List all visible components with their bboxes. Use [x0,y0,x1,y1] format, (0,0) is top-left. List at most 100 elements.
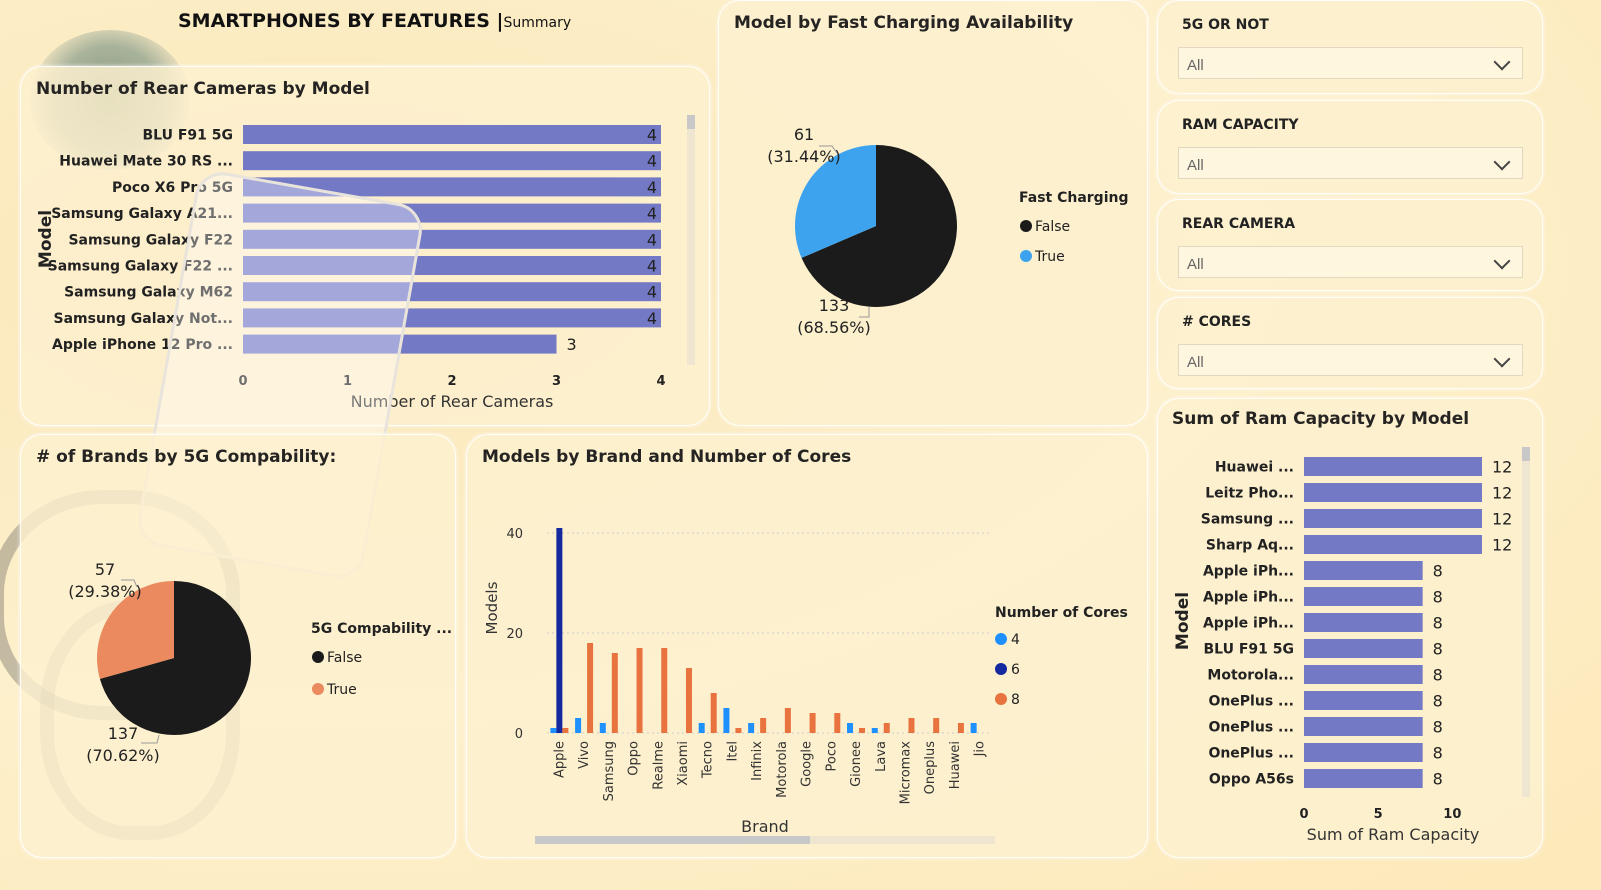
data-label: 4 [647,126,657,145]
slicer-ram-value: All [1187,157,1204,174]
bar [1304,769,1423,788]
5g-compability-chart[interactable]: 137 (70.62%) 57 (29.38%) 5G Compability ... F… [21,435,457,859]
data-label: 8 [1433,666,1443,685]
5g-compability-card[interactable]: # of Brands by 5G Compability: 137 (70.62… [20,434,456,858]
x-tick-label: 3 [552,374,561,389]
pie-slice [99,581,251,735]
category-label: Apple iPh... [1203,616,1294,632]
slice-value-label: 133 [819,296,850,315]
column-bar [710,693,717,733]
fast-charging-card[interactable]: Model by Fast Charging Availability 133 (… [718,0,1148,426]
scrollbar-thumb [687,115,695,129]
column-bar [735,728,742,733]
column-bar [847,723,854,733]
column-bar [908,718,915,733]
category-label: Samsung Galaxy F22 [68,232,233,248]
slicer-ram-title: RAM CAPACITY [1182,117,1299,133]
slicer-cores[interactable]: # CORES All [1157,297,1543,389]
data-label: 12 [1492,458,1512,477]
fast-charging-chart[interactable]: 133 (68.56%) 61 (31.44%) Fast Charging False T… [719,1,1149,427]
category-label: Poco X6 Pro 5G [112,180,233,196]
slice-value-label: 57 [95,560,115,579]
column-bar [611,653,618,733]
category-label: Samsung Galaxy M62 [64,285,233,301]
scrollbar-track [687,115,695,365]
rear-cameras-card[interactable]: Number of Rear Cameras by Model BLU F91 … [20,66,710,426]
bar [243,203,661,223]
title-text: SMARTPHONES BY FEATURES [178,10,490,32]
brand-cores-card[interactable]: Models by Brand and Number of Cores 0 20 4… [466,434,1148,858]
category-label: Apple iPh... [1203,590,1294,606]
chevron-down-icon[interactable] [1493,53,1511,71]
slicer-ram-dropdown[interactable]: All [1178,147,1523,179]
data-label: 8 [1433,770,1443,789]
slicer-5g-dropdown[interactable]: All [1178,47,1523,79]
column-bar [698,723,705,733]
bar [1304,535,1482,554]
x-tick-label: Lava [874,741,889,772]
category-label: Motorola... [1207,668,1294,684]
x-tick-label: Samsung [602,741,617,801]
chevron-down-icon[interactable] [1493,350,1511,368]
column-bar [748,723,755,733]
category-label: Leitz Pho... [1205,486,1294,502]
slicer-cores-dropdown[interactable]: All [1178,344,1523,376]
x-tick-label: Micromax [898,741,913,805]
x-tick-label: Vivo [577,741,592,769]
data-label: 4 [647,283,657,302]
data-label: 12 [1492,536,1512,555]
data-label: 8 [1433,718,1443,737]
pie-slice [96,581,174,679]
slicer-5g[interactable]: 5G OR NOT All [1157,0,1543,94]
bar [1304,613,1423,632]
x-tick-label: Infinix [750,741,765,781]
legend-marker [1020,250,1032,262]
slicer-5g-value: All [1187,57,1204,74]
brand-cores-chart[interactable]: 0 20 40 Apple Vivo Samsung Oppo Realme Xiaomi Tec… [467,435,1149,859]
column-bar [883,723,890,733]
bar [1304,665,1423,684]
bar [243,151,661,171]
slice-percent-label: (29.38%) [68,582,142,601]
x-tick-label: 5 [1374,807,1383,822]
slice-percent-label: (31.44%) [767,147,841,166]
x-axis-title: Sum of Ram Capacity [1307,825,1480,844]
bar [1304,509,1482,528]
rear-cameras-chart[interactable]: BLU F91 5G 4 Huawei Mate 30 RS ... 4 Poco X6… [21,67,711,427]
y-axis-title: Model [36,210,56,268]
chevron-down-icon[interactable] [1493,252,1511,270]
scrollbar-thumb [1522,447,1530,461]
x-tick-label: Realme [651,741,666,790]
slicer-rear-camera[interactable]: REAR CAMERA All [1157,199,1543,291]
slicer-ram[interactable]: RAM CAPACITY All [1157,100,1543,194]
x-tick-label: Poco [824,741,839,771]
title-subtitle: Summary [503,15,572,31]
bar [243,229,661,249]
legend-label: 4 [1011,632,1020,648]
ram-capacity-card[interactable]: Sum of Ram Capacity by Model Huawei ... 1… [1157,398,1543,858]
leader-line [141,734,160,744]
pie-slice [801,145,957,307]
legend-label: 6 [1011,662,1020,678]
leader-line [819,145,838,154]
slice-value-label: 137 [108,724,139,743]
column-bar [859,728,866,733]
column-bar [562,728,569,733]
data-label: 4 [647,257,657,276]
slicer-cores-title: # CORES [1182,314,1252,330]
slicer-rear-camera-value: All [1187,256,1204,273]
column-bar [587,643,594,733]
slicer-rear-camera-dropdown[interactable]: All [1178,246,1523,278]
y-tick-label: 20 [506,627,523,642]
x-tick-label: Apple [552,741,567,778]
chevron-down-icon[interactable] [1493,153,1511,171]
category-label: BLU F91 5G [143,128,234,144]
data-label: 4 [647,178,657,197]
legend-title: 5G Compability ... [311,621,452,637]
legend-marker [995,663,1007,675]
column-bar [575,718,582,733]
x-tick-label: Jio [973,741,988,757]
column-bar [599,723,606,733]
y-tick-label: 0 [515,727,523,742]
